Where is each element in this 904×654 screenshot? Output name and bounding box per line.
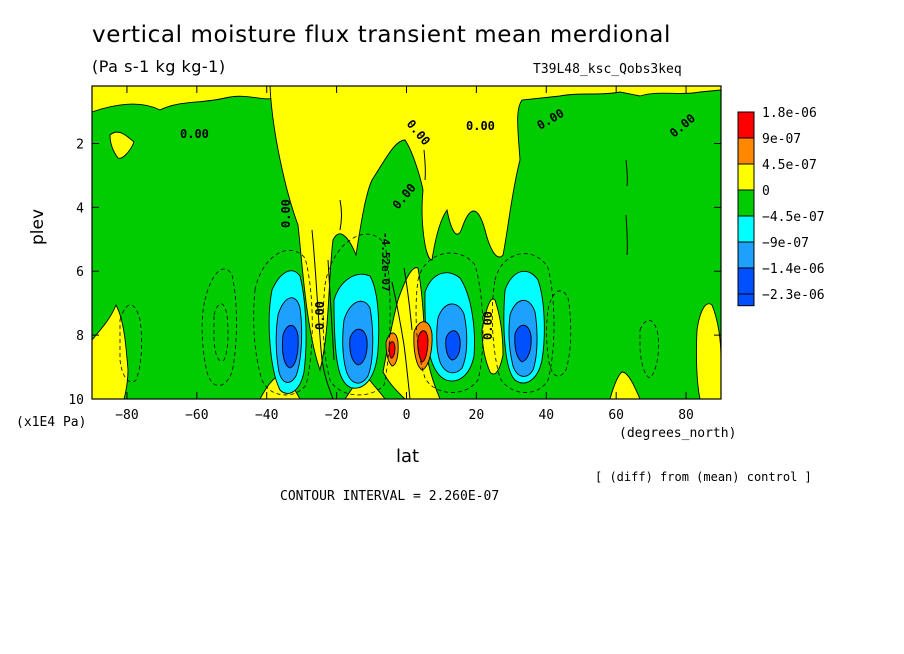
- plot-area: 0.00 0.00 0.00 0.00 0.00 0.00 0.00 0.00 …: [92, 86, 721, 399]
- x-tick-label: −80: [115, 408, 138, 423]
- y-axis: 2 4 6 8 10: [68, 137, 721, 408]
- colorbar-label: −9e-07: [762, 236, 809, 251]
- colorbar-label: 1.8e-06: [762, 106, 817, 121]
- colorbar-swatch: [737, 293, 755, 307]
- x-tick-label: −40: [255, 408, 278, 423]
- contour-label: -4.52e-07: [379, 232, 392, 292]
- x-tick-label: 40: [538, 408, 554, 423]
- x-axis-units: (degrees_north): [619, 426, 737, 441]
- y-tick-label: 6: [76, 265, 84, 280]
- x-axis: −80 −60 −40 −20 0 20 40 60 80: [115, 86, 694, 423]
- x-tick-label: −20: [325, 408, 348, 423]
- colorbar-swatch: [737, 267, 755, 295]
- x-tick-label: 60: [608, 408, 624, 423]
- colorbar-swatch: [737, 215, 755, 243]
- contour-lines-dashed: [119, 233, 659, 396]
- diff-note: [ (diff) from (mean) control ]: [595, 470, 812, 484]
- colorbar-label: −2.3e-06: [762, 288, 825, 303]
- contour-label: 0.00: [481, 311, 495, 340]
- y-axis-units: (x1E4 Pa): [16, 415, 87, 430]
- colorbar-label: 0: [762, 184, 770, 199]
- colorbar-label: 9e-07: [762, 132, 801, 147]
- colorbar-swatch: [737, 137, 755, 165]
- x-tick-label: 80: [678, 408, 694, 423]
- colorbar: 1.8e-06 9e-07 4.5e-07 0 −4.5e-07 −9e-07 −1.4e-…: [737, 106, 825, 307]
- colorbar-label: −1.4e-06: [762, 262, 825, 277]
- colorbar-swatch: [737, 189, 755, 217]
- x-tick-label: 0: [403, 408, 411, 423]
- experiment-name: T39L48_ksc_Qobs3keq: [533, 62, 682, 77]
- colorbar-swatch: [737, 111, 755, 139]
- colorbar-label: 4.5e-07: [762, 158, 817, 173]
- y-tick-label: 4: [76, 201, 84, 216]
- chart-units: (Pa s-1 kg kg-1): [92, 57, 226, 76]
- contour-label: 0.00: [279, 199, 293, 228]
- negative-regions-dark: [281, 324, 532, 369]
- y-tick-label: 8: [76, 329, 84, 344]
- contour-interval: CONTOUR INTERVAL = 2.260E-07: [280, 489, 500, 504]
- chart-title: vertical moisture flux transient mean me…: [92, 22, 671, 48]
- x-tick-label: 20: [469, 408, 485, 423]
- x-tick-label: −60: [185, 408, 208, 423]
- positive-regions: [92, 86, 721, 399]
- contour-label: 0.00: [466, 119, 495, 133]
- x-axis-label: lat: [396, 446, 420, 467]
- colorbar-label: −4.5e-07: [762, 210, 825, 225]
- contour-label: 0.00: [180, 127, 209, 141]
- colorbar-swatch: [737, 241, 755, 269]
- y-tick-label: 2: [76, 137, 84, 152]
- contour-label: 0.00: [313, 301, 327, 330]
- colorbar-swatch: [737, 163, 755, 191]
- y-tick-label: 10: [68, 393, 84, 408]
